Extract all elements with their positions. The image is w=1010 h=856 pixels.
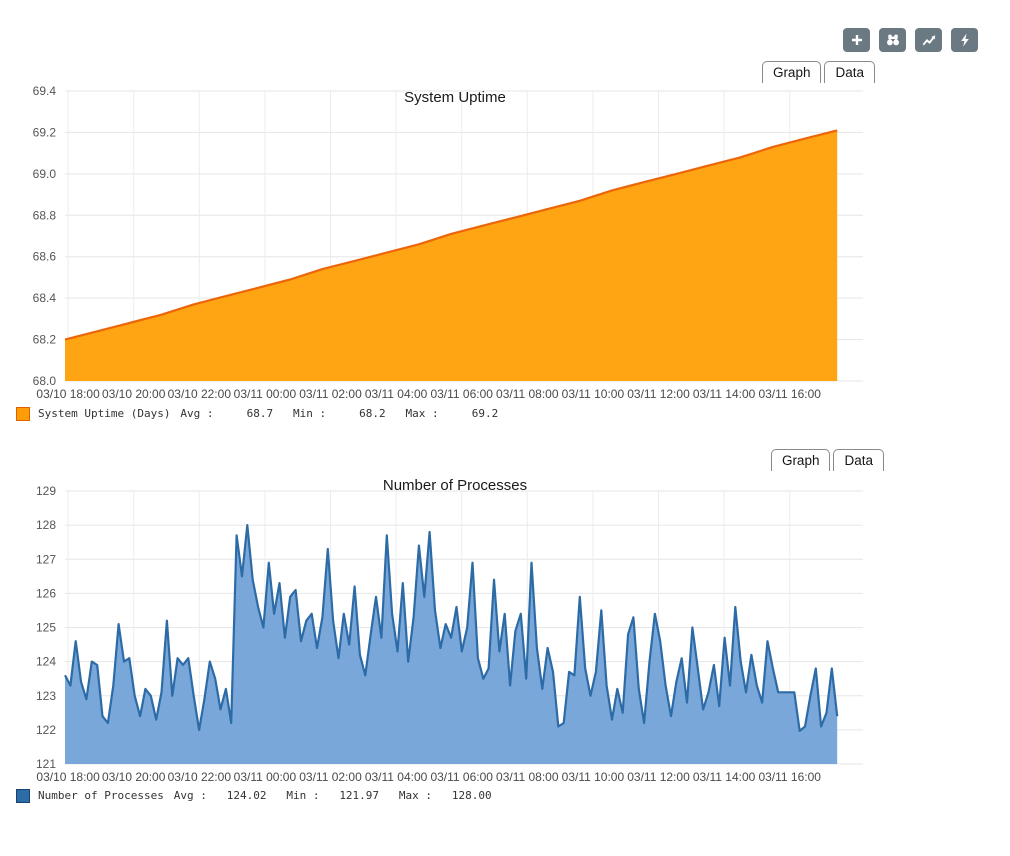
x-tick-label: 03/11 08:00	[496, 770, 559, 784]
uptime-series-name: System Uptime (Days)	[38, 407, 171, 420]
avg-value: 124.02	[226, 789, 267, 802]
area-fill	[65, 525, 838, 764]
max-value: 128.00	[451, 789, 492, 802]
avg-value: 68.7	[246, 407, 274, 420]
y-tick-label: 68.0	[33, 374, 57, 388]
y-tick-label: 124	[36, 655, 56, 669]
processes-series-name: Number of Processes	[38, 789, 164, 802]
actions-button[interactable]	[951, 28, 978, 52]
binoculars-icon	[885, 32, 901, 48]
min-label: Min :	[286, 789, 320, 802]
x-tick-label: 03/10 18:00	[36, 387, 100, 401]
x-tick-label: 03/11 10:00	[562, 770, 625, 784]
x-tick-label: 03/11 02:00	[299, 770, 362, 784]
x-tick-label: 03/10 20:00	[102, 770, 166, 784]
series-line	[64, 129, 838, 341]
processes-legend: Number of Processes Avg : 124.02 Min : 1…	[16, 788, 1010, 803]
max-value: 69.2	[471, 407, 499, 420]
x-tick-label: 03/11 14:00	[693, 770, 756, 784]
min-value: 68.2	[359, 407, 386, 420]
x-tick-label: 03/11 06:00	[430, 770, 493, 784]
x-tick-label: 03/11 00:00	[234, 387, 297, 401]
avg-label: Avg :	[173, 789, 207, 802]
graph-button[interactable]	[915, 28, 942, 52]
min-value: 121.97	[339, 789, 380, 802]
add-button[interactable]	[843, 28, 870, 52]
y-tick-label: 128	[36, 518, 56, 532]
uptime-panel: Graph Data System Uptime 68.0 68.2 68.4 68.…	[0, 58, 1010, 421]
uptime-legend: System Uptime (Days) Avg : 68.7 Min : 68…	[16, 406, 1010, 421]
avg-label: Avg :	[180, 407, 214, 420]
x-tick-label: 03/11 10:00	[562, 387, 625, 401]
plus-icon	[849, 32, 865, 48]
x-tick-label: 03/11 12:00	[627, 387, 690, 401]
min-label: Min :	[292, 407, 327, 420]
y-tick-label: 122	[36, 723, 56, 737]
processes-tab-data[interactable]: Data	[833, 449, 884, 471]
x-tick-label: 03/11 00:00	[234, 770, 297, 784]
y-tick-label: 68.2	[33, 333, 57, 347]
uptime-tabs: Graph Data	[0, 58, 1010, 83]
y-tick-label: 126	[36, 586, 56, 600]
y-tick-label: 121	[36, 757, 56, 771]
x-tick-label: 03/11 14:00	[693, 387, 756, 401]
y-tick-label: 123	[36, 689, 56, 703]
x-tick-label: 03/11 04:00	[365, 387, 428, 401]
x-tick-label: 03/11 02:00	[299, 387, 362, 401]
uptime-legend-swatch	[16, 406, 30, 421]
x-tick-label: 03/10 22:00	[168, 387, 232, 401]
lightning-icon	[957, 32, 973, 48]
y-tick-label: 127	[36, 552, 56, 566]
x-tick-label: 03/10 20:00	[102, 387, 166, 401]
processes-legend-swatch	[16, 788, 30, 803]
uptime-chart[interactable]: 68.0 68.2 68.4 68.6 68.8 69.0 69.2 69.4 03/10 18…	[17, 83, 895, 405]
y-tick-label: 68.6	[33, 250, 57, 264]
x-tick-label: 03/11 04:00	[365, 770, 428, 784]
y-tick-label: 129	[36, 484, 56, 498]
x-tick-label: 03/11 16:00	[758, 770, 821, 784]
y-tick-label: 69.4	[33, 84, 57, 98]
toolbar	[843, 28, 978, 52]
y-tick-label: 69.2	[33, 125, 57, 139]
processes-panel: Graph Data Number of Processes 121 122 123…	[0, 446, 1010, 803]
trend-chart-icon	[921, 32, 937, 48]
uptime-tab-data[interactable]: Data	[824, 61, 875, 83]
area-fill	[65, 130, 838, 381]
x-tick-label: 03/11 16:00	[758, 387, 821, 401]
x-tick-label: 03/11 12:00	[627, 770, 690, 784]
x-tick-label: 03/11 08:00	[496, 387, 559, 401]
x-tick-label: 03/10 22:00	[168, 770, 232, 784]
y-tick-label: 68.8	[33, 208, 57, 222]
y-tick-label: 125	[36, 621, 56, 635]
y-tick-label: 69.0	[33, 167, 57, 181]
series-line	[64, 523, 839, 732]
processes-tab-graph[interactable]: Graph	[770, 449, 831, 471]
processes-tabs: Graph Data	[0, 446, 1010, 471]
uptime-tab-graph[interactable]: Graph	[761, 61, 822, 83]
x-tick-label: 03/11 06:00	[430, 387, 493, 401]
x-tick-label: 03/10 18:00	[36, 770, 100, 784]
search-button[interactable]	[879, 28, 906, 52]
max-label: Max :	[398, 789, 433, 802]
y-tick-label: 68.4	[33, 291, 57, 305]
max-label: Max :	[405, 407, 439, 420]
